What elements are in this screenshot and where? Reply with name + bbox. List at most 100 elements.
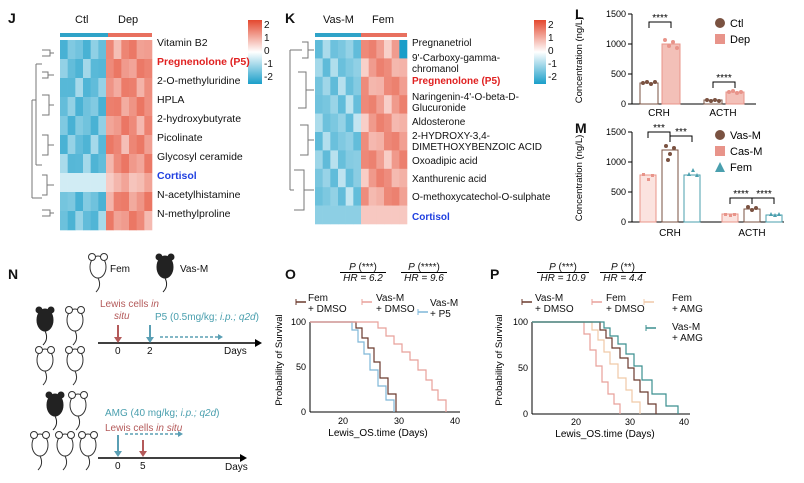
heatmap-cell xyxy=(330,132,339,151)
mouse-fem-icon xyxy=(88,253,108,293)
xtick-p-20: 20 xyxy=(571,417,581,427)
heatmap-cell xyxy=(98,154,107,174)
heatmap-cell xyxy=(391,113,400,133)
heatmap-cell xyxy=(113,97,122,117)
heatmap-cell xyxy=(330,168,339,188)
heatmap-cell xyxy=(345,187,354,206)
heatmap-cell xyxy=(384,76,392,96)
panel-label-k: K xyxy=(285,10,296,26)
heatmap-cell xyxy=(75,192,84,212)
km-o-vasm-p5 xyxy=(310,321,395,412)
heatmap-cell xyxy=(338,40,346,59)
ytick-l-1000: 1000 xyxy=(606,39,626,49)
heatmap-cell xyxy=(361,95,369,114)
heatmap-cell xyxy=(315,187,323,206)
bar-chart-m: Concentration (ng/L) 1500 1000 500 0 ***… xyxy=(574,123,784,239)
scale-k-m2: -2 xyxy=(548,72,557,83)
legend-m-fem-marker xyxy=(715,162,725,172)
heatmap-cell xyxy=(322,58,331,78)
km-chart-o: Probability of Survival 100 50 0 20 30 4… xyxy=(274,299,460,439)
heatmap-cell xyxy=(60,135,68,155)
heatmap-cell xyxy=(60,59,68,79)
legend-l-dep: Dep xyxy=(730,34,750,46)
heatmap-cell xyxy=(75,59,84,79)
xtick-p-30: 30 xyxy=(625,417,635,427)
heatmap-cell xyxy=(376,95,385,114)
heatmap-cell xyxy=(399,205,408,225)
heatmap-k-row-label: 9'-Carboxy-gamma-chromanol xyxy=(412,53,501,75)
heatmap-cell xyxy=(75,154,84,174)
heatmap-cell xyxy=(144,192,153,212)
heatmap-cell xyxy=(330,150,339,170)
xcat-m-crh: CRH xyxy=(659,228,681,239)
heatmap-cell xyxy=(330,187,339,206)
heatmap-cell xyxy=(83,97,91,117)
heatmap-cell xyxy=(368,58,377,78)
ytick-l-500: 500 xyxy=(611,69,626,79)
heatmap-cell xyxy=(113,78,122,98)
heatmap-cell xyxy=(121,78,130,98)
heatmap-cell xyxy=(399,132,408,151)
heatmap-cell xyxy=(75,97,84,117)
heatmap-cell xyxy=(322,150,331,170)
heatmap-cell xyxy=(345,40,354,59)
km-o-fem xyxy=(310,321,397,412)
days-label-1: Days xyxy=(224,346,247,357)
heatmap-cell xyxy=(399,95,408,114)
heatmap-cell xyxy=(129,173,137,193)
heatmap-cell xyxy=(384,187,392,206)
heatmap-cell xyxy=(399,150,408,170)
heatmap-cell xyxy=(75,40,84,60)
heatmap-cell xyxy=(98,59,107,79)
heatmap-cell xyxy=(353,187,362,206)
heatmap-cell xyxy=(399,76,408,96)
ylabel-m: Concentration (ng/L) xyxy=(574,135,585,222)
heatmap-j-row-label: N-methylproline xyxy=(157,208,231,220)
mouse-group-1-icon xyxy=(35,306,85,386)
heatmap-cell xyxy=(338,168,346,188)
points-l-ctl xyxy=(641,80,721,103)
heatmap-k-row-label: Oxoadipic acid xyxy=(412,156,478,167)
heatmap-cell xyxy=(391,40,400,59)
heatmap-cell xyxy=(322,95,331,114)
scale-labels-j: 2 1 0 -1 -2 xyxy=(264,19,273,84)
heatmap-cell xyxy=(67,78,76,98)
heatmap-cell xyxy=(361,132,369,151)
heatmap-k-row-label: Pregnenolone (P5) xyxy=(412,76,501,87)
heatmap-j-row-label: Pregnenolone (P5) xyxy=(157,56,250,68)
heatmap-cell xyxy=(144,154,153,174)
heatmap-cell xyxy=(113,116,122,136)
heatmap-cell xyxy=(113,59,122,79)
heatmap-cell xyxy=(345,150,354,170)
heatmap-cell xyxy=(338,132,346,151)
ylabel-o: Probability of Survival xyxy=(274,314,285,405)
heatmap-cell xyxy=(330,205,339,225)
heatmap-j-row-label: Cortisol xyxy=(157,170,197,182)
heatmap-cell xyxy=(67,211,76,231)
heatmap-cell xyxy=(384,205,392,225)
bar-m-crh-vasm xyxy=(639,174,657,223)
heatmap-cell xyxy=(315,58,323,78)
heatmap-cell xyxy=(83,116,91,136)
group-label-dep: Dep xyxy=(118,14,139,26)
heatmap-cell xyxy=(361,205,369,225)
heatmap-cell xyxy=(353,168,362,188)
heatmap-cell xyxy=(338,113,346,133)
heatmap-j-row-label: Vitamin B2 xyxy=(157,37,208,49)
ytick-p-0: 0 xyxy=(523,409,528,419)
panel-label-p: P xyxy=(490,266,500,282)
heatmap-cell xyxy=(345,58,354,78)
heatmap-cell xyxy=(338,150,346,170)
xtick-o-40: 40 xyxy=(450,416,460,426)
scale-k-m1: -1 xyxy=(548,59,557,70)
panel-label-n: N xyxy=(8,266,19,282)
heatmap-cell xyxy=(338,205,346,225)
heatmap-cell xyxy=(368,95,377,114)
heatmap-cell xyxy=(353,205,362,225)
heatmap-cell xyxy=(106,192,114,212)
heatmap-cell xyxy=(353,132,362,151)
ytick-o-100: 100 xyxy=(291,317,306,327)
heatmap-cell xyxy=(106,116,114,136)
heatmap-cell xyxy=(113,135,122,155)
heatmap-cell xyxy=(330,58,339,78)
